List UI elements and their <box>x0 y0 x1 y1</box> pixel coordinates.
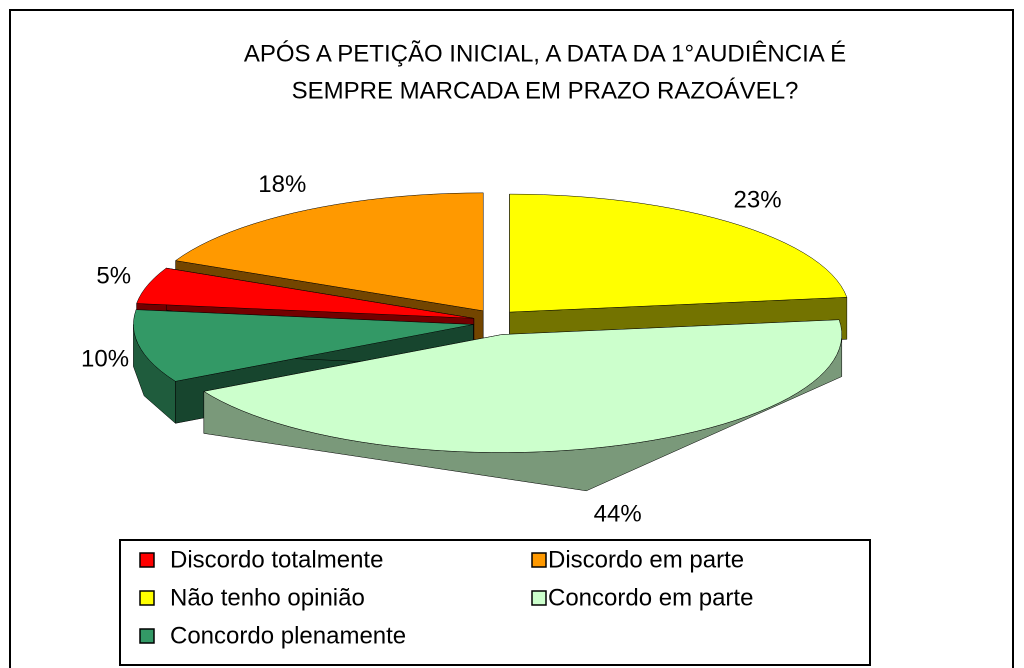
data-label: 44% <box>594 501 642 528</box>
legend-label: Não tenho opinião <box>170 584 365 611</box>
legend-label: Concordo em parte <box>548 584 753 611</box>
legend-swatch <box>531 552 547 568</box>
legend-swatch <box>139 552 155 568</box>
data-label: 5% <box>96 262 131 289</box>
slice <box>203 319 842 453</box>
slice <box>509 193 848 313</box>
legend-label: Concordo plenamente <box>170 622 406 649</box>
chart-title: APÓS A PETIÇÃO INICIAL, A DATA DA 1°AUDI… <box>244 40 846 67</box>
data-label: 10% <box>81 345 129 372</box>
slice <box>136 267 474 319</box>
data-label: 18% <box>258 171 306 198</box>
slice <box>174 192 484 312</box>
legend-swatch <box>139 628 155 644</box>
legend <box>119 539 871 666</box>
legend-swatch <box>139 590 155 606</box>
slice <box>133 309 474 382</box>
data-label: 23% <box>734 186 782 213</box>
legend-swatch <box>531 590 547 606</box>
legend-label: Discordo em parte <box>548 546 744 573</box>
legend-label: Discordo totalmente <box>170 546 383 573</box>
chart-title: SEMPRE MARCADA EM PRAZO RAZOÁVEL? <box>292 77 799 104</box>
